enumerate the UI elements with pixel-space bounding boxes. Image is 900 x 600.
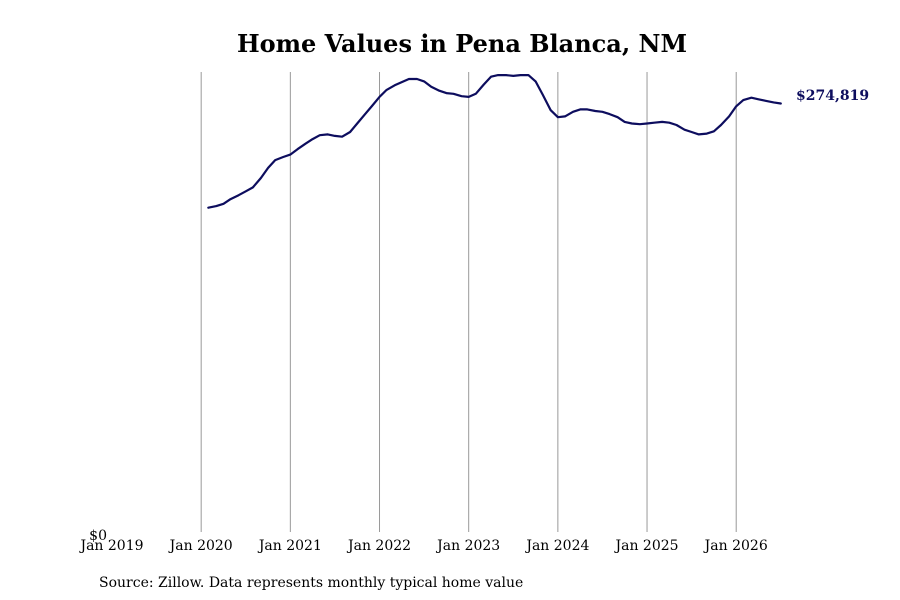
x-tick-label: Jan 2026	[703, 538, 768, 554]
x-tick-label: Jan 2023	[435, 538, 500, 554]
x-tick-label: Jan 2020	[168, 538, 233, 554]
x-tick-label: Jan 2021	[257, 538, 322, 554]
x-axis-ticks: Jan 2019 Jan 2020 Jan 2021 Jan 2022 Jan 2023…	[78, 538, 767, 554]
x-tick-label: Jan 2019	[78, 538, 143, 554]
home-value-series-line	[207, 74, 782, 209]
series-layer	[207, 74, 782, 209]
last-value-label: $274,819	[796, 88, 869, 104]
x-tick-label: Jan 2025	[614, 538, 679, 554]
y-axis-ticks: $0	[89, 528, 107, 544]
chart-title: Home Values in Pena Blanca, NM	[237, 29, 687, 58]
x-tick-label: Jan 2024	[524, 538, 589, 554]
y-tick-label: $0	[89, 528, 107, 544]
source-note: Source: Zillow. Data represents monthly …	[99, 575, 523, 591]
gridlines	[200, 72, 737, 532]
x-tick-label: Jan 2022	[346, 538, 411, 554]
